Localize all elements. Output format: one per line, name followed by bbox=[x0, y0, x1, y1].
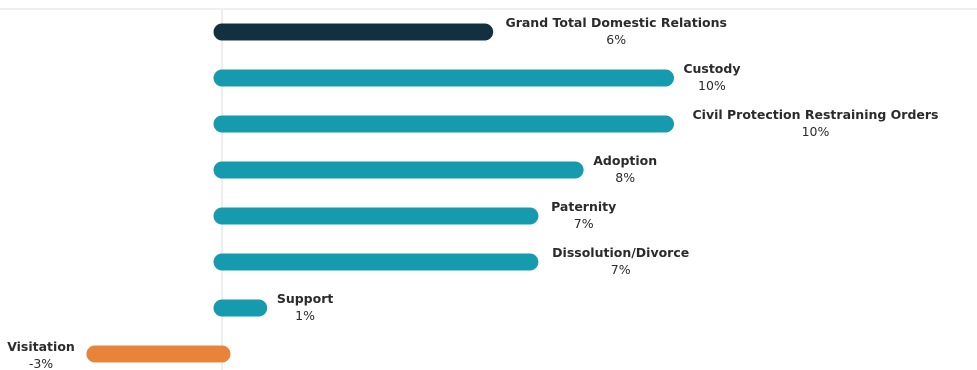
bar-dissolution-divorce bbox=[213, 253, 539, 271]
bar-value-adoption: 8% bbox=[615, 170, 635, 185]
bar-value-civil-protection-restraining-orders: 10% bbox=[802, 124, 830, 139]
bar-adoption bbox=[213, 161, 584, 179]
bar-label-dissolution-divorce: Dissolution/Divorce bbox=[552, 245, 689, 260]
bar-paternity bbox=[213, 207, 539, 225]
bar-label-adoption: Adoption bbox=[593, 153, 657, 168]
bars-layer bbox=[86, 23, 674, 363]
bar-value-paternity: 7% bbox=[574, 216, 594, 231]
labels-layer: Grand Total Domestic Relations 6% Custody 1… bbox=[7, 15, 938, 370]
bar-label-support: Support bbox=[277, 291, 334, 306]
bar-label-grand-total-domestic-relations: Grand Total Domestic Relations bbox=[505, 15, 727, 30]
bar-civil-protection-restraining-orders bbox=[213, 115, 674, 133]
bar-value-dissolution-divorce: 7% bbox=[611, 262, 631, 277]
bar-label-visitation: Visitation bbox=[7, 339, 75, 354]
bar-label-civil-protection-restraining-orders: Civil Protection Restraining Orders bbox=[692, 107, 938, 122]
bar-label-custody: Custody bbox=[683, 61, 740, 76]
bar-visitation bbox=[86, 345, 231, 363]
bar-value-custody: 10% bbox=[698, 78, 726, 93]
bar-value-grand-total-domestic-relations: 6% bbox=[606, 32, 626, 47]
bar-support bbox=[213, 299, 268, 317]
bar-grand-total-domestic-relations bbox=[213, 23, 494, 41]
bar-label-paternity: Paternity bbox=[551, 199, 616, 214]
bar-value-support: 1% bbox=[295, 308, 315, 323]
bar-custody bbox=[213, 69, 674, 87]
bar-value-visitation: -3% bbox=[29, 356, 53, 370]
